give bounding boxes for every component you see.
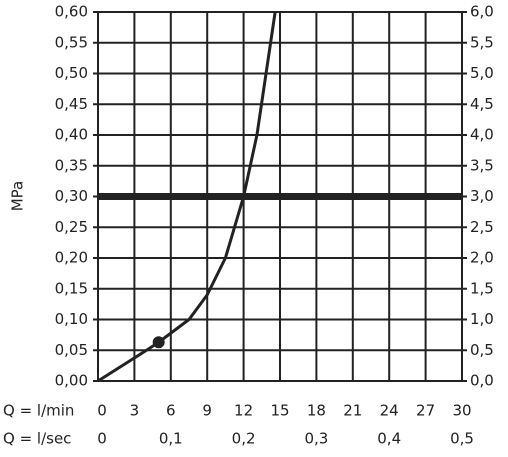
- y2-tick-label: 2,0: [470, 249, 494, 267]
- y-tick-label: 0,40: [55, 126, 88, 144]
- y-tick-label: 0,10: [55, 310, 88, 328]
- y2-tick-label: 3,5: [470, 156, 494, 174]
- y-tick-label: 0,35: [55, 156, 88, 174]
- x2-tick-label: 0,3: [304, 430, 328, 448]
- y-tick-label: 0,00: [55, 372, 88, 390]
- y-tick-label: 0,15: [55, 279, 88, 297]
- y-tick-label: 0,25: [55, 218, 88, 236]
- y2-tick-label: 4,0: [470, 126, 494, 144]
- y2-tick-label: 3,0: [470, 187, 494, 205]
- y2-tick-label: 4,5: [470, 95, 494, 113]
- x-tick-label: 3: [130, 402, 140, 420]
- y-tick-label: 0,50: [55, 64, 88, 82]
- x-tick-label: 9: [202, 402, 212, 420]
- y2-tick-label: 1,0: [470, 310, 494, 328]
- operating-point: [152, 336, 165, 349]
- y2-tick-label: 5,0: [470, 64, 494, 82]
- y2-tick-label: 0,0: [470, 372, 494, 390]
- y-axis-label: MPa: [9, 181, 27, 212]
- y2-tick-label: 5,5: [470, 33, 494, 51]
- x-tick-label: 21: [343, 402, 362, 420]
- y2-tick-label: 1,5: [470, 279, 494, 297]
- x-axis-label: Q = l/min: [3, 402, 74, 420]
- x2-tick-label: 0,1: [159, 430, 183, 448]
- x-tick-label: 0: [97, 402, 107, 420]
- x-tick-label: 27: [416, 402, 435, 420]
- y2-tick-label: 6,0: [470, 3, 494, 21]
- x-tick-label: 30: [452, 402, 471, 420]
- y-tick-label: 0,20: [55, 249, 88, 267]
- x-tick-label: 15: [270, 402, 289, 420]
- x-tick-label: 12: [234, 402, 253, 420]
- y-tick-label: 0,45: [55, 95, 88, 113]
- y2-tick-label: 0,5: [470, 341, 494, 359]
- y-tick-label: 0,60: [55, 3, 88, 21]
- y-tick-label: 0,30: [55, 187, 88, 205]
- x2-tick-label: 0,5: [450, 430, 474, 448]
- x2-axis-label: Q = l/sec: [3, 430, 71, 448]
- x2-tick-label: 0,4: [377, 430, 401, 448]
- x-tick-label: 24: [380, 402, 399, 420]
- y-tick-label: 0,05: [55, 341, 88, 359]
- x2-tick-label: 0: [97, 430, 107, 448]
- x2-tick-label: 0,2: [232, 430, 256, 448]
- x-tick-label: 18: [307, 402, 326, 420]
- x-tick-label: 6: [166, 402, 176, 420]
- curve: [97, 11, 277, 383]
- y2-tick-label: 2,5: [470, 218, 494, 236]
- y-tick-label: 0,55: [55, 33, 88, 51]
